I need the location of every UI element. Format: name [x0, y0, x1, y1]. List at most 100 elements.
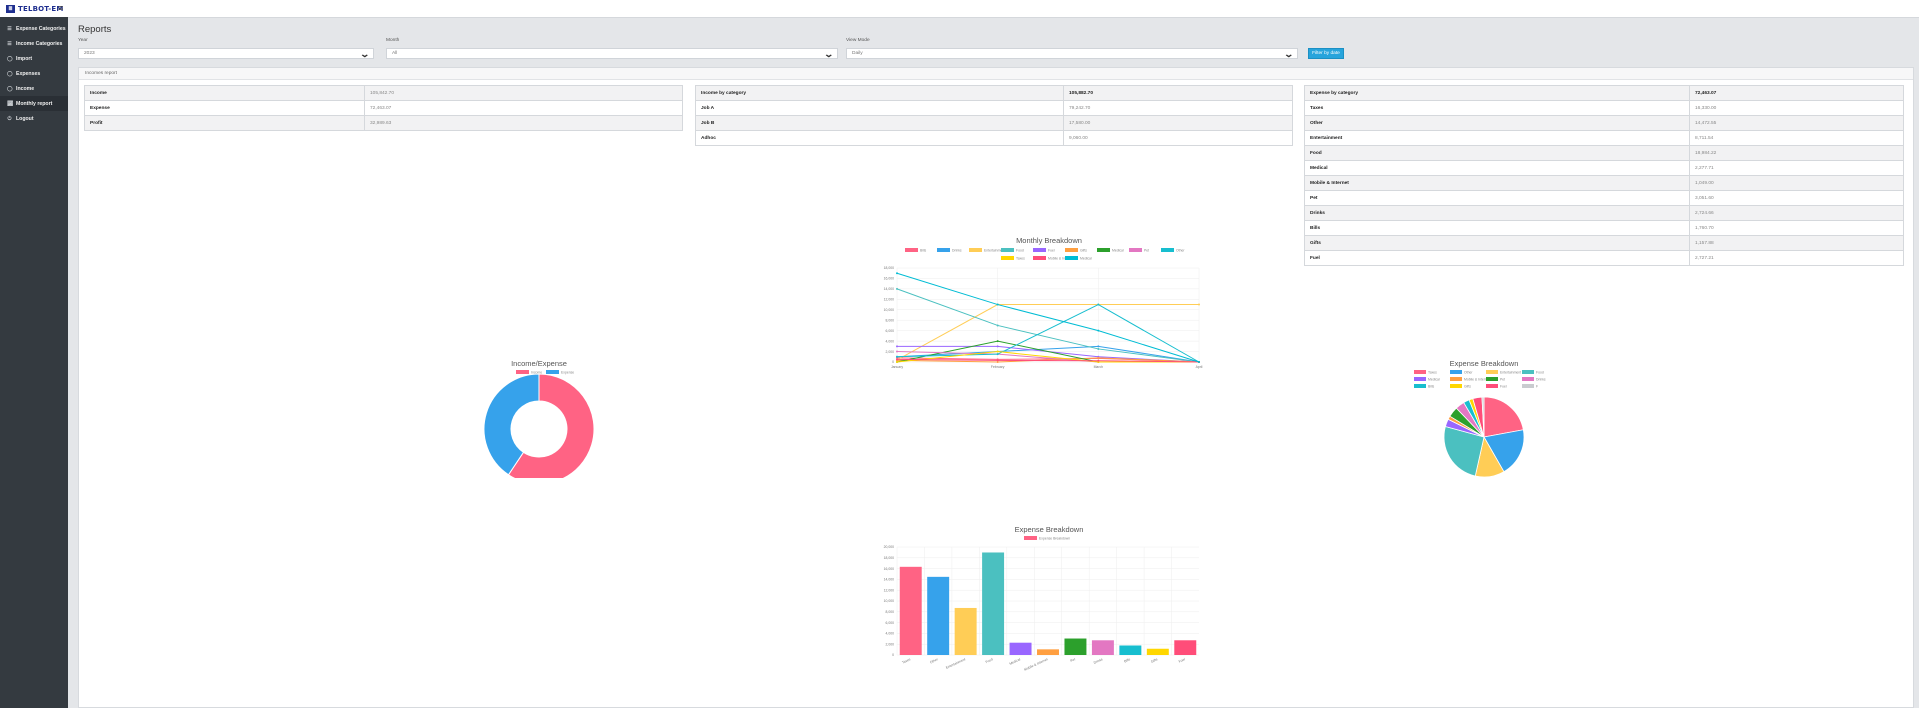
legend-label: Food — [1536, 371, 1544, 375]
table-cell-value: 1,760.70 — [1689, 220, 1904, 236]
bar — [927, 576, 950, 655]
y-tick-label: 2,000 — [886, 350, 895, 354]
table-header-row: Income by category 105,882.70 — [695, 85, 1293, 101]
table-cell-value: 3,051.60 — [1689, 190, 1904, 206]
table-row: Food 18,984.22 — [1304, 145, 1904, 161]
table-cell-key: Bills — [1304, 220, 1690, 236]
table-cell-key: Medical — [1304, 160, 1690, 176]
doughnut-slice — [507, 373, 595, 478]
data-point — [996, 359, 999, 362]
sidebar-item-label: Expense Categories — [16, 25, 66, 32]
sidebar-item-expenses[interactable]: ◯ Expenses — [0, 66, 68, 81]
table-cell-value: 17,580.00 — [1063, 115, 1293, 131]
legend-swatch — [1450, 384, 1462, 388]
sidebar-item-monthly-report[interactable]: 📈︎ Monthly report — [0, 96, 68, 111]
data-point — [896, 355, 898, 358]
sidebar-item-import[interactable]: ◯ Import — [0, 51, 68, 66]
year-select[interactable]: 2023 ⌄ — [78, 48, 374, 59]
legend-label: Other — [1464, 371, 1473, 375]
x-tick-label: Pet — [1070, 657, 1076, 663]
sidebar-item-logout[interactable]: ⏻ Logout — [0, 111, 68, 126]
x-tick-label: Medical — [1009, 657, 1022, 666]
y-tick-label: 0 — [892, 360, 894, 364]
chart-title: Expense Breakdown — [1450, 359, 1519, 368]
legend-label: Medical — [1112, 249, 1124, 253]
bar — [1037, 649, 1059, 655]
legend-swatch — [1450, 370, 1462, 374]
logout-icon: ⏻ — [7, 115, 12, 122]
y-tick-label: 10,000 — [884, 599, 894, 603]
legend-label: Drinks — [1536, 378, 1546, 382]
x-tick-label: April — [1196, 365, 1203, 369]
table-row: Profit 32,989.63 — [84, 115, 683, 131]
table-row: Fuel 2,727.21 — [1304, 250, 1904, 266]
table-cell-key: Food — [1304, 145, 1690, 161]
y-tick-label: 2,000 — [886, 642, 895, 646]
legend-swatch — [1522, 377, 1534, 381]
bar — [954, 607, 977, 655]
legend-label: Fuel — [1048, 249, 1055, 253]
legend-swatch — [1065, 256, 1078, 260]
legend-swatch — [937, 248, 950, 252]
data-point — [1097, 329, 1100, 332]
sidebar-item-income-categories[interactable]: ☰ Income Categories — [0, 36, 68, 51]
y-tick-label: 0 — [892, 653, 894, 657]
table-cell-value: 14,472.55 — [1689, 115, 1904, 131]
table-cell-key: Fuel — [1304, 250, 1690, 266]
bar — [1174, 640, 1197, 655]
legend-label: Entertainment — [1500, 371, 1521, 375]
view-mode-label: View Mode — [846, 38, 870, 43]
y-tick-label: 12,000 — [884, 298, 894, 302]
y-tick-label: 16,000 — [884, 567, 894, 571]
sidebar-item-income[interactable]: ◯ Income — [0, 81, 68, 96]
legend-swatch — [1486, 384, 1498, 388]
data-point — [896, 272, 898, 275]
pie-slice — [1443, 426, 1485, 477]
legend-label: Gifts — [1080, 249, 1087, 253]
legend-swatch — [1414, 384, 1426, 388]
hamburger-menu-icon[interactable]: ≡ — [58, 3, 64, 13]
table-cell-key: Taxes — [1304, 100, 1690, 116]
legend-swatch — [1065, 248, 1078, 252]
table-row: Other 14,472.55 — [1304, 115, 1904, 131]
legend-label: Expense Breakdown — [1039, 537, 1070, 541]
brand[interactable]: ≣ TELBOT-EM — [6, 3, 64, 14]
sidebar-item-expense-categories[interactable]: ☰ Expense Categories — [0, 21, 68, 36]
chevron-down-icon: ⌄ — [1283, 49, 1295, 59]
view-mode-select[interactable]: Daily ⌄ — [846, 48, 1298, 59]
table-cell-value: 105,842.70 — [364, 85, 683, 101]
sidebar-item-label: Monthly report — [16, 100, 53, 107]
pie-slice — [1483, 396, 1524, 438]
data-point — [996, 353, 999, 356]
table-row: Medical 2,277.71 — [1304, 160, 1904, 176]
sidebar: ☰ Expense Categories ☰ Income Categories ◯… — [0, 17, 68, 708]
table-cell-value: 1,049.00 — [1689, 175, 1904, 191]
series-line — [896, 304, 1199, 361]
table-header-key: Income by category — [695, 85, 1064, 101]
expense-breakdown-pie-chart: Expense Breakdown Taxes Other Entertainment… — [1414, 359, 1546, 478]
chart-title: Expense Breakdown — [1015, 525, 1084, 534]
data-point — [896, 361, 898, 363]
series-line — [896, 303, 1200, 363]
filter-by-date-button[interactable]: Filter by date — [1308, 48, 1344, 59]
legend-swatch — [905, 248, 918, 252]
income-by-category-table: Income by category 105,882.70 Job A 79,242… — [695, 85, 1293, 146]
x-tick-label: Drinks — [1093, 657, 1104, 665]
x-tick-label: Fuel — [1178, 657, 1186, 664]
table-cell-value: 32,989.63 — [364, 115, 683, 131]
table-cell-value: 2,277.71 — [1689, 160, 1904, 176]
legend-swatch — [1097, 248, 1110, 252]
month-select[interactable]: All ⌄ — [386, 48, 838, 59]
table-row: Income 105,842.70 — [84, 85, 683, 101]
legend-label: Mobile & Internet — [1048, 257, 1074, 261]
data-point — [996, 303, 999, 306]
legend-swatch — [1161, 248, 1174, 252]
table-cell-key: Mobile & Internet — [1304, 175, 1690, 191]
y-tick-label: 4,000 — [886, 339, 895, 343]
y-tick-label: 12,000 — [884, 588, 894, 592]
bar — [982, 552, 1005, 655]
table-cell-key: Profit — [84, 115, 365, 131]
data-point — [1097, 303, 1100, 306]
legend-swatch — [1414, 370, 1426, 374]
legend-label: Food — [1016, 249, 1024, 253]
